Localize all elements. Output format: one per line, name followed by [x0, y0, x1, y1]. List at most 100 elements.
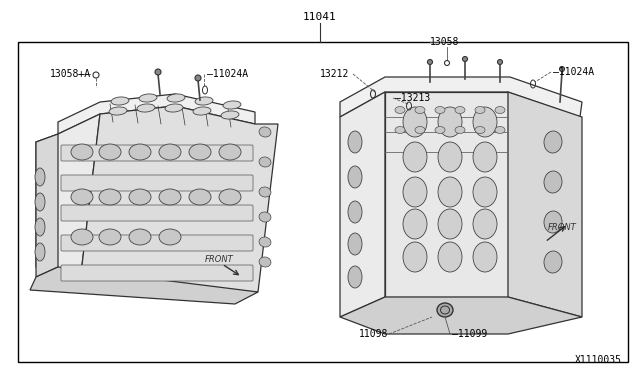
Ellipse shape — [189, 189, 211, 205]
Ellipse shape — [159, 144, 181, 160]
Text: —11024A: —11024A — [553, 67, 594, 77]
Ellipse shape — [544, 171, 562, 193]
Ellipse shape — [129, 229, 151, 245]
Ellipse shape — [438, 177, 462, 207]
Ellipse shape — [463, 57, 467, 61]
Ellipse shape — [35, 193, 45, 211]
Ellipse shape — [35, 168, 45, 186]
Polygon shape — [80, 106, 278, 292]
Ellipse shape — [139, 94, 157, 102]
Text: FRONT: FRONT — [548, 222, 577, 231]
Ellipse shape — [455, 126, 465, 134]
Polygon shape — [340, 92, 385, 317]
Ellipse shape — [473, 177, 497, 207]
Text: 11098: 11098 — [358, 329, 388, 339]
Ellipse shape — [259, 157, 271, 167]
Ellipse shape — [348, 201, 362, 223]
Ellipse shape — [495, 126, 505, 134]
Ellipse shape — [473, 107, 497, 137]
Polygon shape — [340, 297, 582, 334]
Bar — [18, 42, 628, 362]
FancyBboxPatch shape — [61, 145, 253, 161]
Ellipse shape — [193, 107, 211, 115]
Text: —13213: —13213 — [395, 93, 430, 103]
Ellipse shape — [544, 251, 562, 273]
Ellipse shape — [99, 189, 121, 205]
Ellipse shape — [35, 218, 45, 236]
Text: 13058+A: 13058+A — [50, 69, 91, 79]
Ellipse shape — [348, 266, 362, 288]
Ellipse shape — [495, 106, 505, 113]
Ellipse shape — [438, 242, 462, 272]
Ellipse shape — [438, 142, 462, 172]
Ellipse shape — [437, 303, 453, 317]
Ellipse shape — [435, 106, 445, 113]
Ellipse shape — [155, 69, 161, 75]
Ellipse shape — [395, 106, 405, 113]
FancyBboxPatch shape — [61, 205, 253, 221]
Ellipse shape — [71, 144, 93, 160]
Ellipse shape — [395, 126, 405, 134]
Ellipse shape — [189, 144, 211, 160]
Ellipse shape — [455, 106, 465, 113]
Ellipse shape — [195, 75, 201, 81]
Ellipse shape — [403, 142, 427, 172]
Ellipse shape — [473, 242, 497, 272]
Ellipse shape — [99, 144, 121, 160]
Ellipse shape — [475, 106, 485, 113]
Polygon shape — [36, 134, 58, 277]
Ellipse shape — [159, 189, 181, 205]
Ellipse shape — [259, 187, 271, 197]
Ellipse shape — [137, 104, 155, 112]
Ellipse shape — [403, 242, 427, 272]
Ellipse shape — [195, 97, 213, 105]
Polygon shape — [340, 77, 582, 117]
Ellipse shape — [259, 257, 271, 267]
Text: 13058: 13058 — [430, 37, 460, 47]
Ellipse shape — [428, 60, 433, 64]
Ellipse shape — [473, 142, 497, 172]
Text: 11041: 11041 — [303, 12, 337, 22]
Ellipse shape — [99, 229, 121, 245]
Ellipse shape — [403, 107, 427, 137]
Text: X1110035: X1110035 — [575, 355, 622, 365]
Text: FRONT: FRONT — [205, 256, 234, 264]
Text: —11024A: —11024A — [207, 69, 248, 79]
Polygon shape — [508, 92, 582, 317]
Ellipse shape — [259, 237, 271, 247]
Text: 13212: 13212 — [320, 69, 349, 79]
Ellipse shape — [129, 144, 151, 160]
Ellipse shape — [159, 229, 181, 245]
Polygon shape — [36, 114, 100, 282]
Ellipse shape — [438, 107, 462, 137]
Ellipse shape — [259, 212, 271, 222]
Ellipse shape — [221, 111, 239, 119]
Ellipse shape — [415, 126, 425, 134]
Polygon shape — [385, 92, 508, 297]
Ellipse shape — [348, 233, 362, 255]
Ellipse shape — [544, 211, 562, 233]
Ellipse shape — [71, 189, 93, 205]
Ellipse shape — [475, 126, 485, 134]
Ellipse shape — [403, 177, 427, 207]
Ellipse shape — [219, 189, 241, 205]
Ellipse shape — [435, 126, 445, 134]
FancyBboxPatch shape — [61, 235, 253, 251]
FancyBboxPatch shape — [61, 265, 253, 281]
Ellipse shape — [473, 209, 497, 239]
Polygon shape — [30, 267, 258, 304]
Ellipse shape — [348, 166, 362, 188]
FancyBboxPatch shape — [61, 175, 253, 191]
Ellipse shape — [109, 107, 127, 115]
Ellipse shape — [348, 131, 362, 153]
Ellipse shape — [544, 131, 562, 153]
Ellipse shape — [223, 101, 241, 109]
Ellipse shape — [438, 209, 462, 239]
Ellipse shape — [165, 104, 183, 112]
Ellipse shape — [35, 243, 45, 261]
Ellipse shape — [559, 67, 564, 71]
Ellipse shape — [259, 127, 271, 137]
Ellipse shape — [219, 144, 241, 160]
Text: —11099: —11099 — [452, 329, 487, 339]
Ellipse shape — [497, 60, 502, 64]
